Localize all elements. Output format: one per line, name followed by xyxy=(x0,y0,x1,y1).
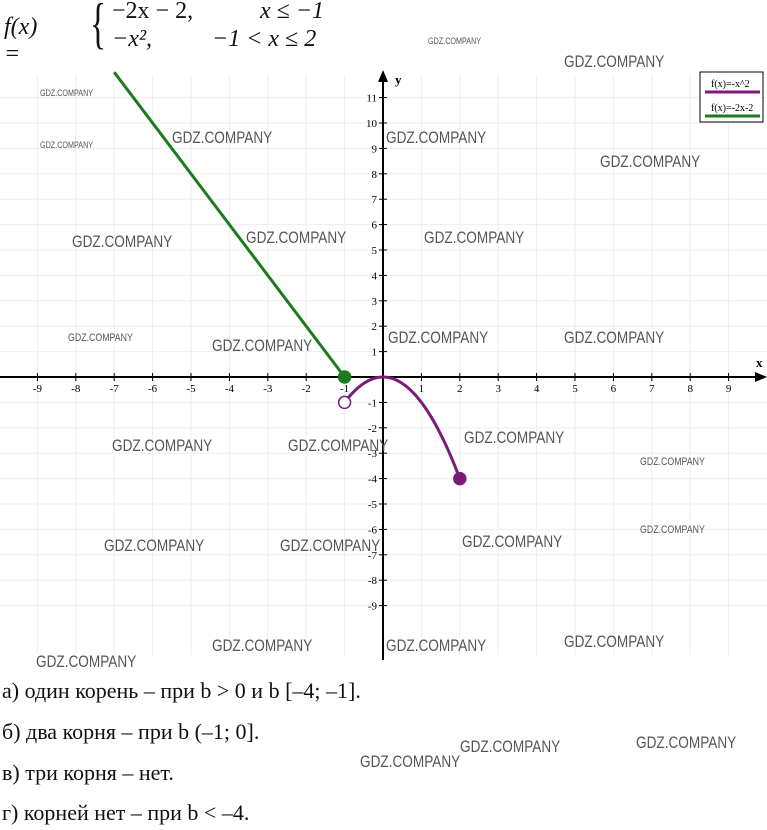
x-tick-label: 6 xyxy=(611,383,617,395)
x-tick-label: -7 xyxy=(110,383,120,395)
x-tick-label: 5 xyxy=(572,383,578,395)
x-tick-label: 1 xyxy=(419,383,425,395)
y-tick-label: 6 xyxy=(372,220,378,232)
x-tick-label: -1 xyxy=(340,383,349,395)
y-tick-label: 4 xyxy=(372,270,378,282)
y-tick-label: 11 xyxy=(366,93,377,105)
y-tick-label: 7 xyxy=(372,194,378,206)
answer-c: в) три корня – нет. xyxy=(2,760,174,785)
watermark: GDZ.COMPANY xyxy=(72,232,173,251)
x-tick-label: -8 xyxy=(71,383,81,395)
formula-brace: { xyxy=(90,0,107,55)
open-endpoint xyxy=(337,395,352,410)
y-axis-arrow-icon xyxy=(378,70,388,82)
legend-label: f(x)=-x^2 xyxy=(711,79,750,90)
x-axis-arrow-icon xyxy=(755,372,767,382)
watermark: GDZ.COMPANY xyxy=(464,428,565,447)
y-tick-label: 8 xyxy=(372,169,378,181)
watermark: GDZ.COMPANY xyxy=(360,752,461,771)
x-tick-label: -5 xyxy=(186,383,196,395)
y-tick-label: 9 xyxy=(372,143,378,155)
watermark: GDZ.COMPANY xyxy=(246,228,347,247)
y-tick-label: -2 xyxy=(368,423,377,435)
case2-expression: −x², xyxy=(112,26,153,52)
x-axis-label: x xyxy=(756,355,763,370)
answer-a: а) один корень – при b > 0 и b [–4; –1]. xyxy=(2,678,361,703)
watermark: GDZ.COMPANY xyxy=(386,128,487,147)
case2-condition: −1 < x ≤ 2 xyxy=(212,26,317,52)
watermark: GDZ.COMPANY xyxy=(640,524,705,536)
watermark: GDZ.COMPANY xyxy=(600,152,701,171)
x-tick-label: -9 xyxy=(33,383,43,395)
y-tick-label: 5 xyxy=(372,245,378,257)
legend-box xyxy=(699,71,764,123)
x-tick-label: 7 xyxy=(649,383,655,395)
x-tick-label: 2 xyxy=(457,383,463,395)
y-tick-label: -9 xyxy=(368,601,378,613)
y-tick-label: -1 xyxy=(368,397,377,409)
watermark: GDZ.COMPANY xyxy=(40,140,94,150)
answer-b: б) два корня – при b (–1; 0]. xyxy=(2,719,260,744)
y-axis-label: y xyxy=(395,72,402,87)
series-line-1 xyxy=(113,71,346,378)
watermark: GDZ.COMPANY xyxy=(462,532,563,551)
x-tick-label: 3 xyxy=(495,383,501,395)
watermark: GDZ.COMPANY xyxy=(428,36,482,46)
y-tick-label: 10 xyxy=(366,118,378,130)
formula-lhs: f(x) = xyxy=(4,14,38,67)
y-tick-label: 3 xyxy=(372,296,378,308)
y-tick-label: -5 xyxy=(368,499,378,511)
y-tick-label: -7 xyxy=(368,550,378,562)
watermark: GDZ.COMPANY xyxy=(40,88,94,98)
y-tick-label: 1 xyxy=(372,347,378,359)
x-tick-label: -3 xyxy=(263,383,273,395)
watermark: GDZ.COMPANY xyxy=(564,52,665,71)
y-tick-label: -3 xyxy=(368,448,378,460)
watermark: GDZ.COMPANY xyxy=(212,336,313,355)
watermark: GDZ.COMPANY xyxy=(388,328,489,347)
watermark: GDZ.COMPANY xyxy=(288,436,389,455)
watermark: GDZ.COMPANY xyxy=(424,228,525,247)
watermark: GDZ.COMPANY xyxy=(636,733,737,752)
watermark: GDZ.COMPANY xyxy=(386,636,487,655)
x-tick-label: 4 xyxy=(534,383,540,395)
watermark: GDZ.COMPANY xyxy=(640,456,705,468)
watermark: GDZ.COMPANY xyxy=(104,536,205,555)
watermark: GDZ.COMPANY xyxy=(564,328,665,347)
y-tick-label: 2 xyxy=(372,321,378,333)
y-tick-label: -6 xyxy=(368,524,378,536)
x-tick-label: -6 xyxy=(148,383,158,395)
x-tick-label: -4 xyxy=(225,383,235,395)
watermark: GDZ.COMPANY xyxy=(280,536,381,555)
filled-endpoint xyxy=(453,471,467,486)
answer-d: г) корней нет – при b < –4. xyxy=(2,800,250,825)
y-tick-label: -8 xyxy=(368,575,378,587)
watermark: GDZ.COMPANY xyxy=(36,652,137,671)
watermark: GDZ.COMPANY xyxy=(212,636,313,655)
watermark: GDZ.COMPANY xyxy=(564,632,665,651)
case1-condition: x ≤ −1 xyxy=(260,0,325,24)
series-line-0 xyxy=(343,375,462,480)
x-tick-label: -2 xyxy=(302,383,311,395)
y-tick-label: -4 xyxy=(368,474,378,486)
watermark: GDZ.COMPANY xyxy=(112,436,213,455)
legend-label: f(x)=-2x-2 xyxy=(711,103,753,114)
case1-expression: −2x − 2, xyxy=(112,0,194,24)
x-tick-label: 9 xyxy=(726,383,732,395)
watermark: GDZ.COMPANY xyxy=(460,737,561,756)
filled-endpoint xyxy=(337,370,352,384)
watermark: GDZ.COMPANY xyxy=(172,128,273,147)
x-tick-label: 8 xyxy=(687,383,693,395)
watermark: GDZ.COMPANY xyxy=(68,332,133,344)
